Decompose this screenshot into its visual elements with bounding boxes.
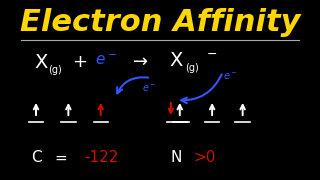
Text: X: X [35, 53, 48, 71]
Text: −: − [207, 48, 217, 60]
Text: $e^-$: $e^-$ [142, 82, 156, 93]
Text: +: + [72, 53, 87, 71]
Text: X: X [170, 51, 183, 69]
Text: $e^-$: $e^-$ [223, 71, 237, 82]
Text: C: C [31, 150, 41, 165]
Text: -122: -122 [84, 150, 119, 165]
Text: →: → [133, 53, 148, 71]
Text: (g): (g) [48, 65, 62, 75]
Text: Electron Affinity: Electron Affinity [20, 8, 300, 37]
Text: =: = [55, 150, 68, 165]
Text: >0: >0 [194, 150, 216, 165]
Text: N: N [171, 150, 182, 165]
Text: (g): (g) [186, 63, 199, 73]
Text: $e^-$: $e^-$ [95, 53, 117, 68]
